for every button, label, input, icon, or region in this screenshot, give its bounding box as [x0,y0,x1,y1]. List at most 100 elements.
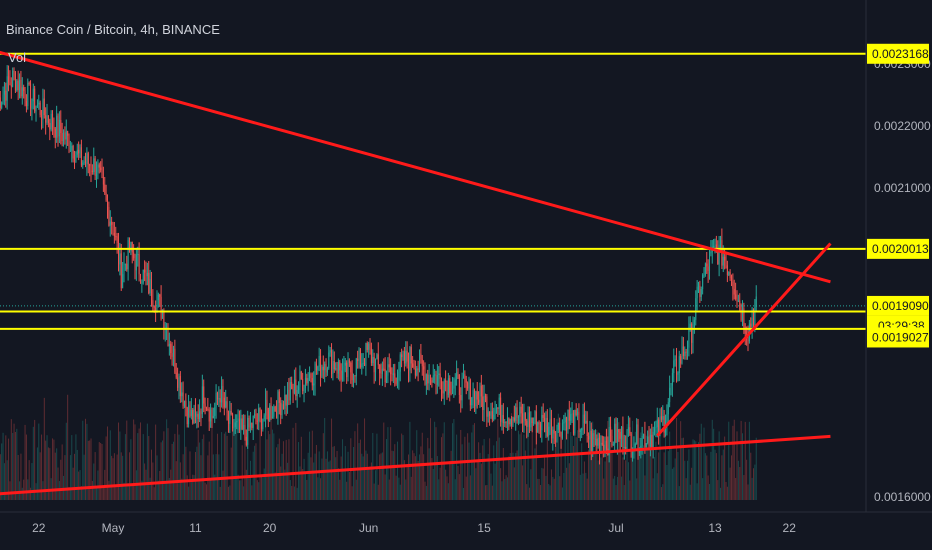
candle-body [458,374,460,395]
candle-body [747,335,749,342]
volume-bar [533,456,535,500]
volume-bar [89,440,91,500]
candle-body [495,407,497,409]
candle-body [376,354,378,359]
level-badge-bg [867,43,929,64]
volume-bar [506,477,508,500]
volume-bar [156,455,158,500]
volume-bar [691,467,693,500]
volume-bar [447,483,449,500]
volume-bar [717,480,719,500]
candle-body [425,374,427,385]
volume-bar [190,480,192,500]
candle-body [368,343,370,350]
candle-body [420,353,422,360]
volume-bar [641,444,643,500]
volume-bar [512,452,514,500]
volume-bar [172,441,174,500]
candle-body [287,389,289,406]
candle-body [170,343,172,354]
volume-bar [443,422,445,500]
volume-bar [372,432,374,500]
volume-bar [419,454,421,500]
volume-bar [403,460,405,500]
candle-body [192,409,194,424]
candle-body [255,413,257,421]
candle-body [83,161,85,163]
candle-body [296,390,298,397]
candle-body [240,418,242,430]
candle-body [750,323,752,327]
candle-body [108,206,110,226]
volume-bar [696,483,698,500]
volume-bar [182,454,184,500]
candle-body [513,417,515,421]
candle-body [710,251,712,254]
candle-body [91,170,93,172]
candle-body [156,300,158,312]
candle-body [500,397,502,422]
candle-body [149,279,151,294]
volume-bar [390,427,392,500]
candle-body [270,405,272,419]
candle-body [452,388,454,395]
volume-bar [692,439,694,500]
candle-body [390,367,392,375]
candle-body [252,415,254,428]
volume-bar [178,434,180,500]
candle-body [89,164,91,166]
volume-bar [369,466,371,500]
candle-body [350,362,352,373]
candle-body [109,221,111,226]
volume-bar [303,458,305,500]
candle-body [122,274,124,289]
candle-body [647,436,649,444]
volume-bar [654,457,656,500]
volume-bar [67,394,69,500]
candle-body [251,422,253,428]
candle-body [733,288,735,295]
candle-body [634,443,636,448]
volume-bar [353,446,355,500]
volume-bar [544,457,546,500]
candle-body [265,399,267,416]
volume-bar [495,441,497,500]
volume-bar [3,463,5,500]
candle-body [436,375,438,385]
volume-bar [168,477,170,500]
volume-bar [500,468,502,500]
candle-body [621,426,623,439]
candle-body [119,253,121,265]
volume-bar [651,439,653,500]
volume-bar [254,445,256,500]
candle-body [332,360,334,375]
candle-body [494,408,496,415]
candle-body [127,240,129,270]
candle-body [238,418,240,430]
volume-bar [582,473,584,500]
candle-body [520,406,522,414]
volume-bar [45,440,47,500]
volume-bar [501,481,503,500]
candle-body [285,394,287,406]
candle-body [578,411,580,432]
volume-bar [146,423,148,500]
volume-bar [682,437,684,500]
time-axis [0,512,932,550]
candle-body [298,386,300,391]
volume-bar [291,485,293,500]
candle-body [715,244,717,249]
candle-body [753,317,755,326]
candle-body [72,145,74,159]
candle-body [64,132,66,140]
volume-bar [442,433,444,500]
volume-bar [53,439,55,500]
candle-body [516,407,518,418]
volume-bar [509,453,511,500]
candle-body [167,328,169,347]
candle-body [227,412,229,424]
candle-body [317,366,319,371]
horizontal-levels [0,52,866,330]
volume-bar [212,454,214,500]
candle-body [276,411,278,419]
